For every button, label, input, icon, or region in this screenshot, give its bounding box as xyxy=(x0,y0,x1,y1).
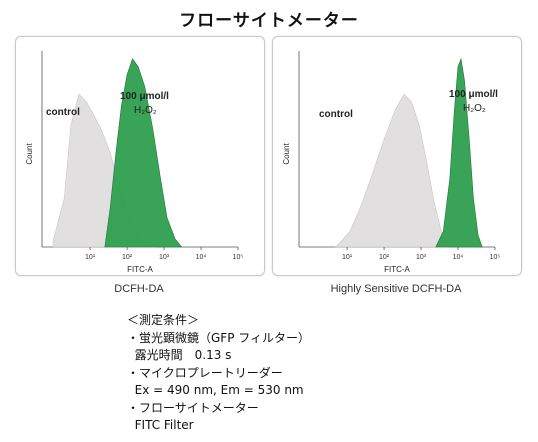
x-tick-label: 10² xyxy=(122,254,133,261)
x-tick-label: 10³ xyxy=(159,254,170,261)
h2o2-label: H₂O₂ xyxy=(463,103,486,114)
control-label: control xyxy=(319,109,353,120)
x-tick-label: 10³ xyxy=(416,254,427,261)
h2o2-concentration-label: 100 μmol/l xyxy=(449,89,498,100)
condition-fluorescence-microscope: ・蛍光顕微鏡（GFP フィルター） xyxy=(127,330,311,345)
page-title: フローサイトメーター xyxy=(179,11,359,31)
condition-fitc-filter: FITC Filter xyxy=(127,418,194,432)
x-tick-label: 10¹ xyxy=(342,254,353,261)
x-tick-label: 10⁴ xyxy=(196,254,207,261)
histogram-chart-dcfh-da: 10¹ 10² 10³ 10⁴ 10⁵ FITC-A Count control 100 μmo… xyxy=(25,51,244,274)
condition-flow-cytometer: ・フローサイトメーター xyxy=(127,400,259,415)
control-histogram-area xyxy=(335,93,449,248)
y-axis-label: Count xyxy=(282,143,291,165)
x-tick-label: 10⁴ xyxy=(453,254,464,261)
condition-exposure-time: 露光時間 0.13 s xyxy=(127,348,232,362)
chart-caption-dcfh-da: DCFH-DA xyxy=(114,283,164,295)
x-tick-label: 10⁵ xyxy=(490,254,501,261)
x-axis-label: FITC-A xyxy=(127,265,153,274)
h2o2-histogram-area xyxy=(435,57,483,248)
measurement-conditions: ＜測定条件＞ ・蛍光顕微鏡（GFP フィルター） 露光時間 0.13 s ・マイ… xyxy=(127,312,310,435)
x-tick-label: 10² xyxy=(379,254,390,261)
x-tick-label: 10⁵ xyxy=(233,254,244,261)
condition-microplate-reader: ・マイクロプレートリーダー xyxy=(127,365,283,380)
h2o2-concentration-label: 100 μmol/l xyxy=(120,91,169,102)
condition-wavelengths: Ex = 490 nm, Em = 530 nm xyxy=(127,383,304,397)
conditions-heading: ＜測定条件＞ xyxy=(127,313,200,327)
control-label: control xyxy=(46,107,80,118)
y-axis-label: Count xyxy=(25,143,34,165)
histogram-panel-dcfh-da: 10¹ 10² 10³ 10⁴ 10⁵ FITC-A Count control 100 μmo… xyxy=(15,36,265,276)
x-axis-label: FITC-A xyxy=(384,265,410,274)
histogram-panel-highly-sensitive: 10¹ 10² 10³ 10⁴ 10⁵ FITC-A Count control 100 μmo… xyxy=(272,36,522,276)
histogram-chart-highly-sensitive: 10¹ 10² 10³ 10⁴ 10⁵ FITC-A Count control 100 μmo… xyxy=(282,51,501,274)
h2o2-histogram-area xyxy=(104,58,183,248)
chart-caption-highly-sensitive: Highly Sensitive DCFH-DA xyxy=(330,283,462,295)
x-tick-label: 10¹ xyxy=(85,254,96,261)
h2o2-label: H₂O₂ xyxy=(134,105,157,116)
